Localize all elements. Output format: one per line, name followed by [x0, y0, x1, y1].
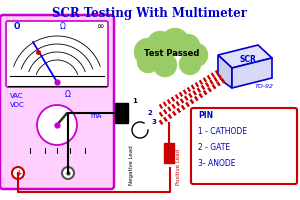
Text: SCR Testing With Multimeter: SCR Testing With Multimeter — [52, 7, 247, 20]
Polygon shape — [218, 55, 232, 88]
FancyBboxPatch shape — [191, 108, 297, 184]
Circle shape — [176, 34, 200, 58]
Circle shape — [184, 43, 208, 67]
Text: Test Passed: Test Passed — [144, 49, 200, 58]
Text: 2 - GATE: 2 - GATE — [198, 143, 230, 152]
Circle shape — [62, 167, 74, 179]
Circle shape — [179, 53, 201, 75]
Text: Negative Lead: Negative Lead — [128, 145, 134, 185]
Text: 3: 3 — [152, 119, 157, 125]
Circle shape — [147, 31, 173, 57]
Text: 2: 2 — [148, 110, 153, 116]
Text: SCR: SCR — [240, 55, 256, 64]
Circle shape — [134, 38, 162, 66]
Text: mA: mA — [90, 113, 101, 119]
Text: 1 - CATHODE: 1 - CATHODE — [198, 127, 247, 136]
Text: +: + — [15, 168, 21, 178]
Text: O: O — [14, 22, 20, 31]
Circle shape — [153, 53, 177, 77]
FancyBboxPatch shape — [0, 15, 114, 189]
FancyBboxPatch shape — [6, 21, 108, 87]
Circle shape — [37, 105, 77, 145]
Circle shape — [12, 167, 24, 179]
Text: TO-92: TO-92 — [254, 84, 274, 89]
Text: ∞: ∞ — [97, 22, 104, 31]
Bar — [115, 103, 128, 123]
Text: PIN: PIN — [198, 111, 213, 120]
Text: VAC: VAC — [10, 93, 24, 99]
Polygon shape — [218, 45, 272, 68]
Circle shape — [161, 28, 189, 56]
Circle shape — [137, 51, 159, 73]
Bar — [164, 143, 174, 163]
Polygon shape — [232, 58, 272, 88]
Text: VDC: VDC — [10, 102, 25, 108]
Text: Ω: Ω — [65, 90, 71, 99]
Text: 1: 1 — [132, 98, 137, 104]
Text: 3- ANODE: 3- ANODE — [198, 159, 236, 168]
Text: Ω: Ω — [60, 22, 66, 31]
Text: Positive Lead: Positive Lead — [176, 149, 181, 185]
